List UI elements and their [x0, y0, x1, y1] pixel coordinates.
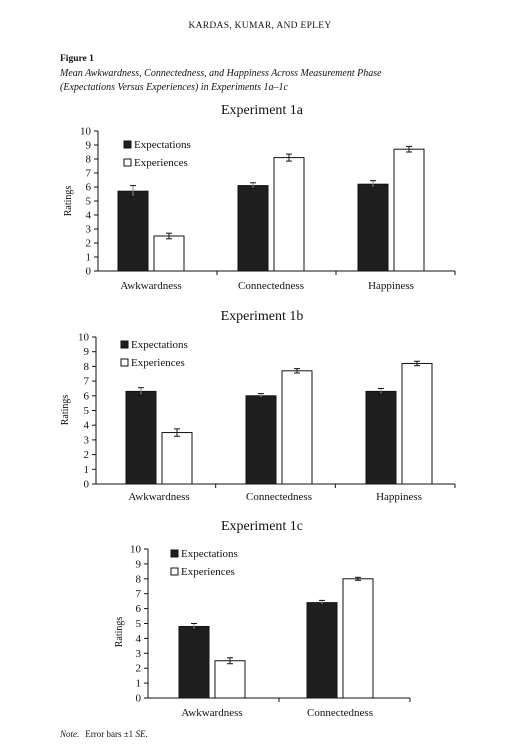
legend-label-expectations: Expectations	[181, 548, 238, 560]
y-tick-label: 9	[86, 140, 92, 152]
bar-experiences-connectedness	[342, 578, 374, 699]
y-tick-label: 8	[86, 154, 92, 166]
y-tick-label: 9	[84, 346, 90, 358]
y-tick-label: 3	[84, 434, 90, 446]
figure-label: Figure 1	[60, 54, 94, 64]
chart-title: Experiment 1b	[221, 309, 304, 324]
bar-experiences-awkwardness	[161, 432, 193, 485]
y-tick-label: 0	[136, 693, 142, 705]
y-tick-label: 2	[84, 449, 90, 461]
y-tick-label: 3	[86, 224, 92, 236]
x-tick-label-awkwardness: Awkwardness	[181, 707, 242, 719]
y-tick-label: 2	[136, 663, 142, 675]
y-tick-label: 5	[84, 405, 90, 417]
y-tick-label: 8	[136, 573, 142, 585]
legend-label-expectations: Expectations	[134, 139, 191, 151]
y-tick-label: 1	[136, 678, 142, 690]
figure-caption-line-1: Mean Awkwardness, Connectedness, and Hap…	[60, 68, 382, 79]
legend-label-experiences: Experiences	[181, 566, 235, 578]
figure-caption-line-2: (Expectations Versus Experiences) in Exp…	[60, 82, 288, 93]
chart-title: Experiment 1c	[221, 519, 303, 534]
note-lead: Note.	[60, 729, 80, 739]
note-text: Error bars ±1	[85, 729, 136, 739]
chart-experiment-1: Experiment 1a Ratings 0 1 2 3 4 5 6 7 8 9 10 Awkwardn…	[63, 103, 456, 292]
x-tick-label-happiness: Happiness	[376, 491, 422, 503]
bar-expectations-awkwardness	[117, 190, 149, 272]
bar-expectations-happiness	[365, 390, 397, 485]
y-axis-label: Ratings	[114, 617, 125, 648]
legend-swatch-expectations	[120, 340, 129, 349]
legend-label-expectations: Expectations	[131, 339, 188, 351]
y-tick-label: 0	[84, 479, 90, 491]
bar-expectations-connectedness	[306, 602, 338, 699]
x-tick-label-awkwardness: Awkwardness	[120, 280, 181, 292]
y-tick-label: 5	[86, 196, 92, 208]
y-tick-label: 6	[86, 182, 92, 194]
x-tick-label-connectedness: Connectedness	[246, 491, 312, 503]
bar-experiences-happiness	[393, 148, 425, 272]
figure-note: Note. Error bars ±1 SE.	[60, 729, 148, 739]
y-tick-label: 8	[84, 361, 90, 373]
x-tick-label-connectedness: Connectedness	[238, 280, 304, 292]
y-tick-label: 3	[136, 648, 142, 660]
chart-experiment-3: Experiment 1c Ratings 0 1 2 3 4 5 6 7 8 9 10 Awkwardn…	[114, 519, 411, 719]
y-tick-label: 2	[86, 238, 92, 250]
chart-experiment-2: Experiment 1b Ratings 0 1 2 3 4 5 6 7 8 9 10 Awkwardn…	[60, 309, 456, 503]
bar-expectations-happiness	[357, 183, 389, 272]
bar-experiences-awkwardness	[214, 660, 246, 699]
figure-caption: Mean Awkwardness, Connectedness, and Hap…	[60, 67, 480, 95]
legend-swatch-experiences	[170, 567, 179, 576]
legend-label-experiences: Experiences	[134, 157, 188, 169]
legend-swatch-expectations	[123, 140, 132, 149]
y-tick-label: 6	[84, 390, 90, 402]
y-tick-label: 10	[80, 126, 92, 138]
y-tick-label: 7	[84, 376, 90, 388]
bar-expectations-connectedness	[237, 185, 269, 272]
x-tick-label-awkwardness: Awkwardness	[128, 491, 189, 503]
y-axis-label: Ratings	[63, 186, 74, 217]
y-tick-label: 4	[86, 210, 92, 222]
y-tick-label: 4	[84, 420, 90, 432]
bar-expectations-awkwardness	[178, 625, 210, 699]
running-head: KARDAS, KUMAR, AND EPLEY	[188, 21, 332, 31]
y-tick-label: 7	[86, 168, 92, 180]
x-tick-label-connectedness: Connectedness	[307, 707, 373, 719]
legend-swatch-experiences	[120, 358, 129, 367]
legend-swatch-experiences	[123, 158, 132, 167]
bar-experiences-awkwardness	[153, 235, 185, 272]
legend-swatch-expectations	[170, 549, 179, 558]
y-tick-label: 0	[86, 266, 92, 278]
y-tick-label: 9	[136, 558, 142, 570]
y-tick-label: 4	[136, 633, 142, 645]
y-tick-label: 7	[136, 588, 142, 600]
bar-experiences-connectedness	[281, 370, 313, 485]
y-tick-label: 10	[78, 332, 90, 344]
note-se: SE	[135, 729, 146, 739]
y-tick-label: 5	[136, 618, 142, 630]
bar-experiences-connectedness	[273, 157, 305, 272]
y-tick-label: 1	[86, 252, 92, 264]
y-tick-label: 6	[136, 603, 142, 615]
bar-expectations-connectedness	[245, 395, 277, 485]
y-tick-label: 10	[130, 544, 142, 556]
bar-experiences-happiness	[401, 362, 433, 485]
note-end: .	[145, 729, 148, 739]
x-tick-label-happiness: Happiness	[368, 280, 414, 292]
y-tick-label: 1	[84, 464, 90, 476]
bar-expectations-awkwardness	[125, 390, 157, 485]
chart-title: Experiment 1a	[221, 103, 304, 118]
y-axis-label: Ratings	[60, 395, 71, 426]
legend-label-experiences: Experiences	[131, 357, 185, 369]
